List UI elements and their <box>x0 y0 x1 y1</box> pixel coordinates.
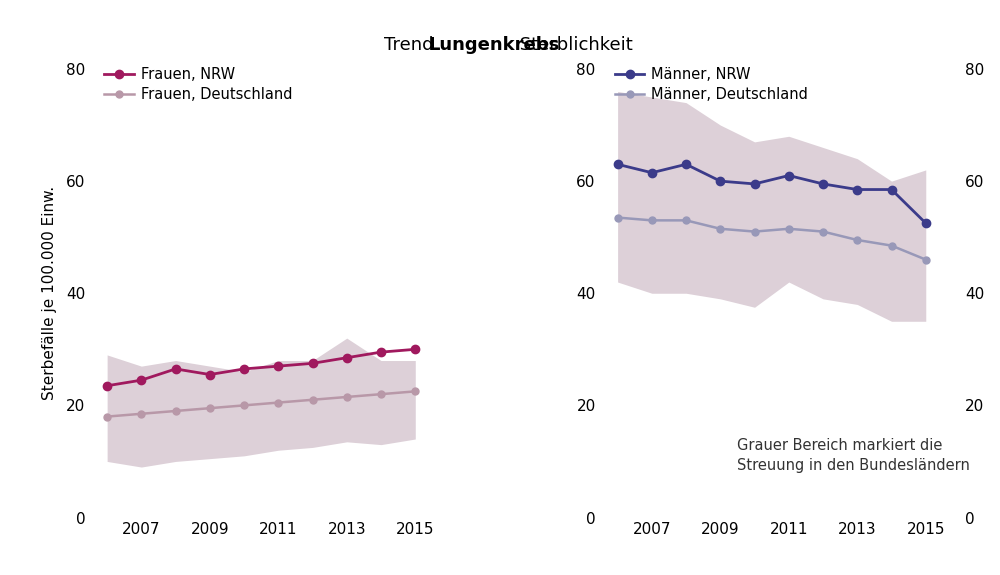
Text: Sterblichkeit: Sterblichkeit <box>514 36 632 54</box>
Y-axis label: Sterbefälle je 100.000 Einw.: Sterbefälle je 100.000 Einw. <box>42 186 57 400</box>
Text: Trend: Trend <box>384 36 439 54</box>
Text: Lungenkrebs: Lungenkrebs <box>428 36 559 54</box>
Legend: Frauen, NRW, Frauen, Deutschland: Frauen, NRW, Frauen, Deutschland <box>104 67 292 102</box>
Legend: Männer, NRW, Männer, Deutschland: Männer, NRW, Männer, Deutschland <box>615 67 808 102</box>
Text: Grauer Bereich markiert die
Streuung in den Bundesländern: Grauer Bereich markiert die Streuung in … <box>737 438 970 473</box>
